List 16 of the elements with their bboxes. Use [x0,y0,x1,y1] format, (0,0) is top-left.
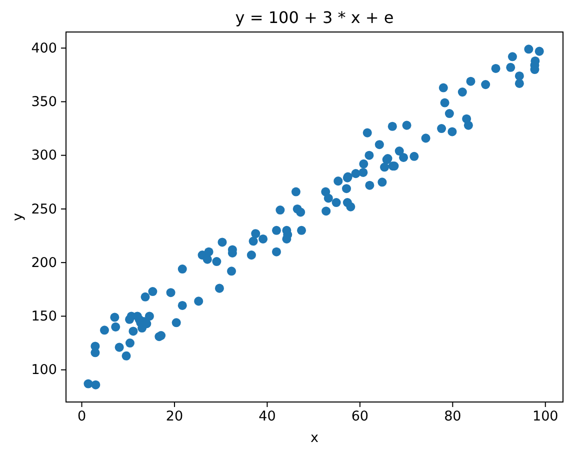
x-tick-label: 0 [77,408,86,425]
x-tick-label: 40 [258,408,276,425]
y-tick-label: 150 [31,308,57,325]
y-tick-label: 100 [31,362,57,378]
y-tick-label: 250 [31,201,57,218]
y-tick-label: 400 [31,40,57,56]
x-tick-label: 20 [166,408,184,425]
chart-title: y = 100 + 3 * x + e [235,8,394,27]
x-tick-label: 100 [532,408,558,425]
x-tick-label: 80 [444,408,462,425]
x-tick-label: 60 [351,408,369,425]
y-tick-label: 200 [31,254,57,271]
y-tick-label: 300 [31,148,57,164]
x-axis-title: x [310,430,318,446]
y-tick-label: 350 [31,94,57,110]
y-axis-title: y [10,213,26,221]
